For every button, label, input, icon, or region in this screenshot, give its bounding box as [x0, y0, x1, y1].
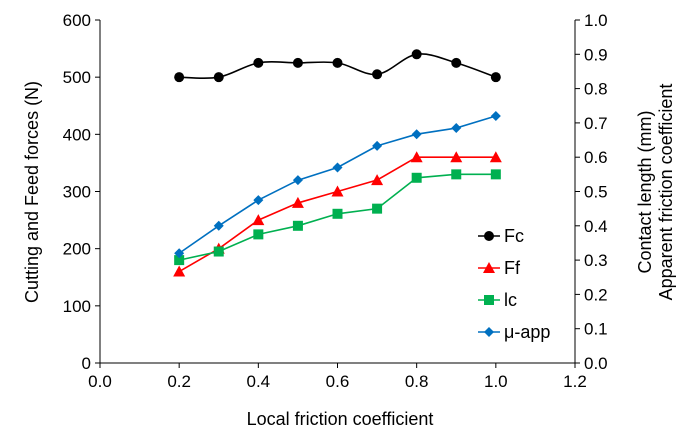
y-tick-label: 600: [63, 11, 91, 30]
series-3: [174, 169, 501, 266]
series-1: [174, 49, 501, 83]
legend-item: lc: [478, 290, 517, 310]
y2-tick-label: 0.0: [584, 354, 608, 373]
y2-axis-title-2: Apparent friction coefficient: [656, 84, 676, 301]
legend-swatch-marker: [484, 231, 494, 241]
data-point: [174, 72, 185, 83]
data-point: [490, 72, 501, 83]
data-point: [372, 203, 383, 214]
legend-item: μ-app: [478, 322, 550, 342]
y-tick-label: 100: [63, 297, 91, 316]
y2-tick-label: 0.6: [584, 148, 608, 167]
data-point: [253, 57, 264, 68]
y-tick-label: 500: [63, 68, 91, 87]
data-point: [490, 169, 501, 180]
y2-tick-label: 0.7: [584, 114, 608, 133]
data-point: [489, 151, 502, 163]
x-axis-title: Local friction coefficient: [247, 409, 434, 429]
data-point: [174, 255, 185, 266]
y2-tick-label: 1.0: [584, 11, 608, 30]
data-point: [253, 229, 264, 240]
data-point: [252, 214, 265, 226]
series-line: [178, 115, 497, 254]
data-point: [173, 265, 186, 277]
x-tick-label: 1.2: [563, 372, 587, 391]
x-tick-label: 0.2: [167, 372, 191, 391]
data-point: [213, 246, 224, 257]
data-point: [372, 140, 383, 151]
series-layer: [173, 49, 502, 277]
series-4: [174, 111, 501, 259]
x-tick-label: 0.0: [88, 372, 112, 391]
y2-axis-title-1: Contact length (mm): [635, 110, 655, 273]
legend-swatch-marker: [484, 327, 494, 337]
legend: Fc Ff lc μ-app: [478, 226, 550, 342]
data-point: [292, 175, 303, 186]
data-point: [451, 123, 462, 134]
data-point: [411, 172, 422, 183]
legend-label: lc: [504, 290, 517, 310]
data-point: [332, 162, 343, 173]
data-point: [410, 151, 423, 163]
data-point: [331, 185, 344, 197]
data-point: [253, 195, 264, 206]
y2-tick-label: 0.5: [584, 183, 608, 202]
axes: 0.0 0.2 0.4 0.6 0.8 1.0 1.2 0 100 200 300 400 500 600…: [63, 11, 608, 391]
data-point: [332, 208, 343, 219]
legend-swatch-marker: [483, 262, 495, 273]
y-tick-label: 400: [63, 125, 91, 144]
data-point: [291, 196, 304, 208]
data-point: [292, 220, 303, 231]
y-tick-label: 0: [82, 354, 91, 373]
legend-label: Fc: [504, 226, 524, 246]
data-point: [450, 151, 463, 163]
series-2: [173, 151, 502, 277]
legend-item: Fc: [478, 226, 524, 246]
data-point: [292, 57, 303, 68]
x-tick-label: 0.8: [405, 372, 429, 391]
y2-tick-label: 0.1: [584, 320, 608, 339]
legend-item: Ff: [478, 258, 521, 278]
data-point: [332, 57, 343, 68]
legend-label: Ff: [504, 258, 521, 278]
legend-swatch-marker: [484, 295, 494, 305]
legend-label: μ-app: [504, 322, 550, 342]
data-point: [451, 169, 462, 180]
y2-tick-label: 0.4: [584, 217, 608, 236]
y2-tick-label: 0.3: [584, 251, 608, 270]
y-tick-label: 300: [63, 183, 91, 202]
x-tick-label: 0.6: [326, 372, 350, 391]
data-point: [213, 220, 224, 231]
data-point: [411, 129, 422, 140]
y-axis-title: Cutting and Feed forces (N): [22, 81, 42, 303]
data-point: [372, 69, 383, 80]
data-point: [213, 72, 224, 83]
data-point: [451, 57, 462, 68]
data-point: [371, 174, 384, 186]
x-tick-label: 0.4: [247, 372, 271, 391]
y-tick-label: 200: [63, 240, 91, 259]
y2-tick-label: 0.2: [584, 285, 608, 304]
data-point: [411, 49, 422, 60]
data-point: [174, 248, 185, 259]
data-point: [490, 111, 501, 122]
y2-tick-label: 0.9: [584, 45, 608, 64]
y2-tick-label: 0.8: [584, 80, 608, 99]
x-tick-label: 1.0: [484, 372, 508, 391]
